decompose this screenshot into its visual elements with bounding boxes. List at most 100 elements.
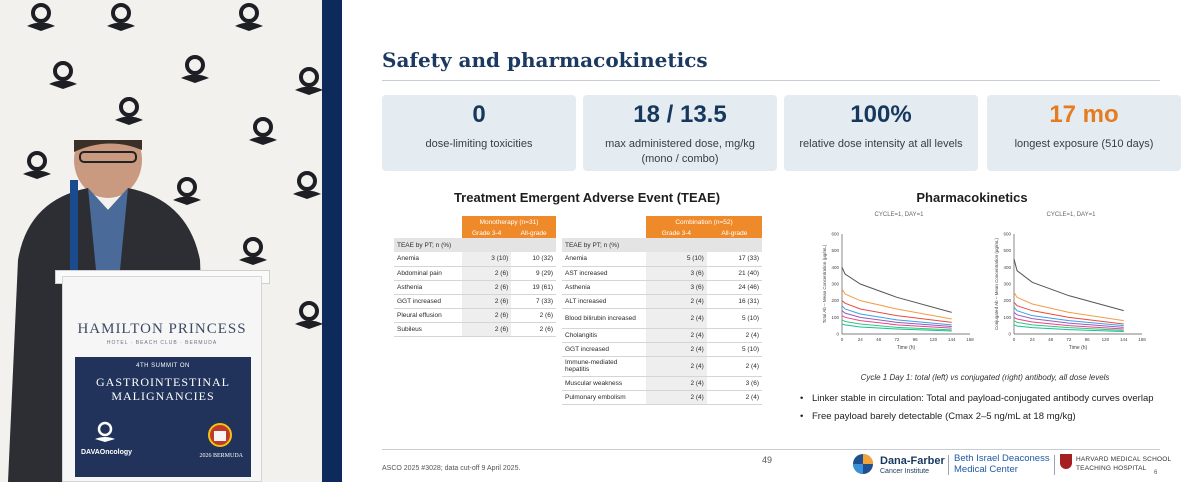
x-tick-label: 144 [948, 337, 956, 342]
x-tick-label: 144 [1120, 337, 1128, 342]
footnote: ASCO 2025 #3028; data cut-off 9 April 20… [382, 465, 521, 472]
summit-top-text: 4TH SUMMIT ON [136, 363, 190, 369]
summit-title: GASTROINTESTINAL MALIGNANCIES [75, 375, 251, 403]
pk-bullet: Free payload barely detectable (Cmax 2–5… [800, 408, 1180, 426]
pk-series-line [841, 300, 952, 323]
ae-term-cell: Cholangitis [562, 328, 646, 343]
pk-chart-conjugated: CYCLE=1, DAY=1 0 100 200 300 400 500 600 0 24 48 7… [992, 212, 1150, 364]
bermuda-label: 2026 BERMUDA [199, 453, 243, 459]
grade34-cell: 2 (6) [462, 308, 512, 323]
allgrade-cell: 17 (33) [706, 252, 762, 267]
pk-series-line [841, 288, 952, 320]
allgrade-cell: 5 (10) [706, 342, 762, 357]
column-header: Grade 3-4 [462, 228, 512, 238]
allgrade-cell: 3 (6) [706, 376, 762, 391]
allgrade-cell: 2 (4) [706, 356, 762, 377]
dava-pattern-icon [295, 67, 322, 95]
ae-term-cell: Pleural effusion [394, 308, 462, 323]
pk-series-line [1013, 301, 1124, 325]
dana-farber-name: Dana-Farber [880, 455, 945, 467]
pk-cycle-label: CYCLE=1, DAY=1 [874, 212, 924, 218]
table-row: Cholangitis 2 (4) 2 (4) [562, 328, 762, 343]
grade34-cell: 2 (6) [462, 266, 512, 281]
pk-series-line [1013, 258, 1124, 312]
slide-index: 6 [1154, 470, 1158, 476]
dava-pattern-icon [249, 117, 277, 145]
summit-title-line-2: MALIGNANCIES [111, 389, 215, 403]
footer-divider [382, 449, 1160, 450]
table-row: Pleural effusion 2 (6) 2 (6) [394, 308, 556, 323]
x-tick-label: 0 [841, 337, 844, 342]
grade34-cell: 2 (4) [646, 328, 707, 343]
table-row: Pulmonary embolism 2 (4) 2 (4) [562, 390, 762, 405]
stat-card-dlt: 0 dose-limiting toxicities [382, 95, 576, 171]
dava-pattern-icon [49, 61, 77, 89]
y-tick-label: 0 [836, 332, 839, 337]
bidmc-logo-text: Beth Israel Deaconess Medical Center [954, 453, 1050, 475]
y-tick-label: 100 [831, 315, 839, 320]
table-row: GGT increased 2 (4) 5 (10) [562, 342, 762, 357]
grade34-cell: 2 (4) [646, 390, 707, 405]
table-row: AST increased 3 (6) 21 (40) [562, 266, 762, 281]
y-tick-label: 400 [1003, 265, 1011, 270]
grade34-cell: 2 (6) [462, 322, 512, 337]
bidmc-line-1: Beth Israel Deaconess [954, 453, 1050, 464]
ae-term-cell: Asthenia [562, 280, 646, 295]
pk-series-line [1013, 311, 1124, 328]
logo-separator [1054, 455, 1055, 475]
stat-label: relative dose intensity at all levels [799, 138, 963, 150]
grade34-cell: 2 (4) [646, 376, 707, 391]
ae-term-cell: Asthenia [394, 280, 462, 295]
ae-term-cell: AST increased [562, 266, 646, 281]
stat-label: max administered dose, mg/kg (mono / com… [605, 138, 755, 165]
x-tick-label: 24 [858, 337, 864, 342]
stat-card-dose-intensity: 100% relative dose intensity at all leve… [784, 95, 978, 171]
pk-series-line [1013, 292, 1124, 322]
logo-separator [948, 455, 949, 475]
dava-pattern-icon [239, 237, 267, 265]
grade34-cell: 2 (6) [462, 294, 512, 309]
stat-value: 100% [850, 101, 912, 128]
allgrade-cell: 2 (4) [706, 328, 762, 343]
grade34-cell: 3 (6) [646, 266, 707, 281]
y-axis-label: Conjugated Ab – Mean Concentration (µg/m… [994, 238, 999, 330]
x-tick-label: 96 [913, 337, 919, 342]
x-tick-label: 120 [1102, 337, 1110, 342]
table-row: Blood bilirubin increased 2 (4) 5 (10) [562, 308, 762, 329]
pk-chart-total: CYCLE=1, DAY=1 0 100 200 300 400 500 600 0 24 48 7… [820, 212, 978, 364]
speaker-video: HAMILTON PRINCESS HOTEL · BEACH CLUB · B… [0, 0, 322, 482]
pk-series-line [1013, 320, 1124, 331]
teae-monotherapy-table: Monotherapy (n=31) Grade 3-4 All-grade T… [394, 216, 556, 337]
harvard-line-1: HARVARD MEDICAL SCHOOL [1076, 456, 1172, 463]
harvard-line-2: TEACHING HOSPITAL [1076, 465, 1147, 472]
ae-term-cell: Muscular weakness [562, 376, 646, 391]
pk-series-line [841, 319, 952, 331]
column-header: Grade 3-4 [646, 228, 707, 238]
pk-series-line [841, 315, 952, 329]
table-row: Abdominal pain 2 (6) 9 (29) [394, 266, 556, 281]
teae-combination-table: Combination (n=52) Grade 3-4 All-grade T… [562, 216, 762, 405]
x-tick-label: 120 [930, 337, 938, 342]
y-tick-label: 200 [831, 298, 839, 303]
dava-pattern-icon [23, 151, 51, 179]
podium: HAMILTON PRINCESS HOTEL · BEACH CLUB · B… [62, 276, 262, 482]
dana-farber-logo-icon [853, 454, 873, 474]
pk-caption: Cycle 1 Day 1: total (left) vs conjugate… [860, 373, 1110, 382]
allgrade-cell: 16 (31) [706, 294, 762, 309]
x-tick-label: 96 [1085, 337, 1091, 342]
ae-term-cell: Blood bilirubin increased [562, 308, 646, 329]
pk-series-line [1013, 306, 1124, 327]
y-tick-label: 500 [1003, 248, 1011, 253]
dava-pattern-icon [295, 301, 322, 329]
x-tick-label: 72 [1066, 337, 1072, 342]
ae-term-cell: Immune-mediated hepatitis [562, 356, 646, 377]
allgrade-cell: 2 (4) [706, 390, 762, 405]
grade34-cell: 2 (4) [646, 294, 707, 309]
table-row: Anemia 5 (10) 17 (33) [562, 252, 762, 267]
ae-term-cell: ALT increased [562, 294, 646, 309]
x-tick-label: 72 [894, 337, 900, 342]
y-tick-label: 400 [831, 265, 839, 270]
pk-conjugated-plot: 0 100 200 300 400 500 600 0 24 48 72 96 120 144 168 Tim… [994, 232, 1146, 352]
column-header: All-grade [511, 228, 556, 238]
pk-heading: Pharmacokinetics [916, 190, 1028, 205]
